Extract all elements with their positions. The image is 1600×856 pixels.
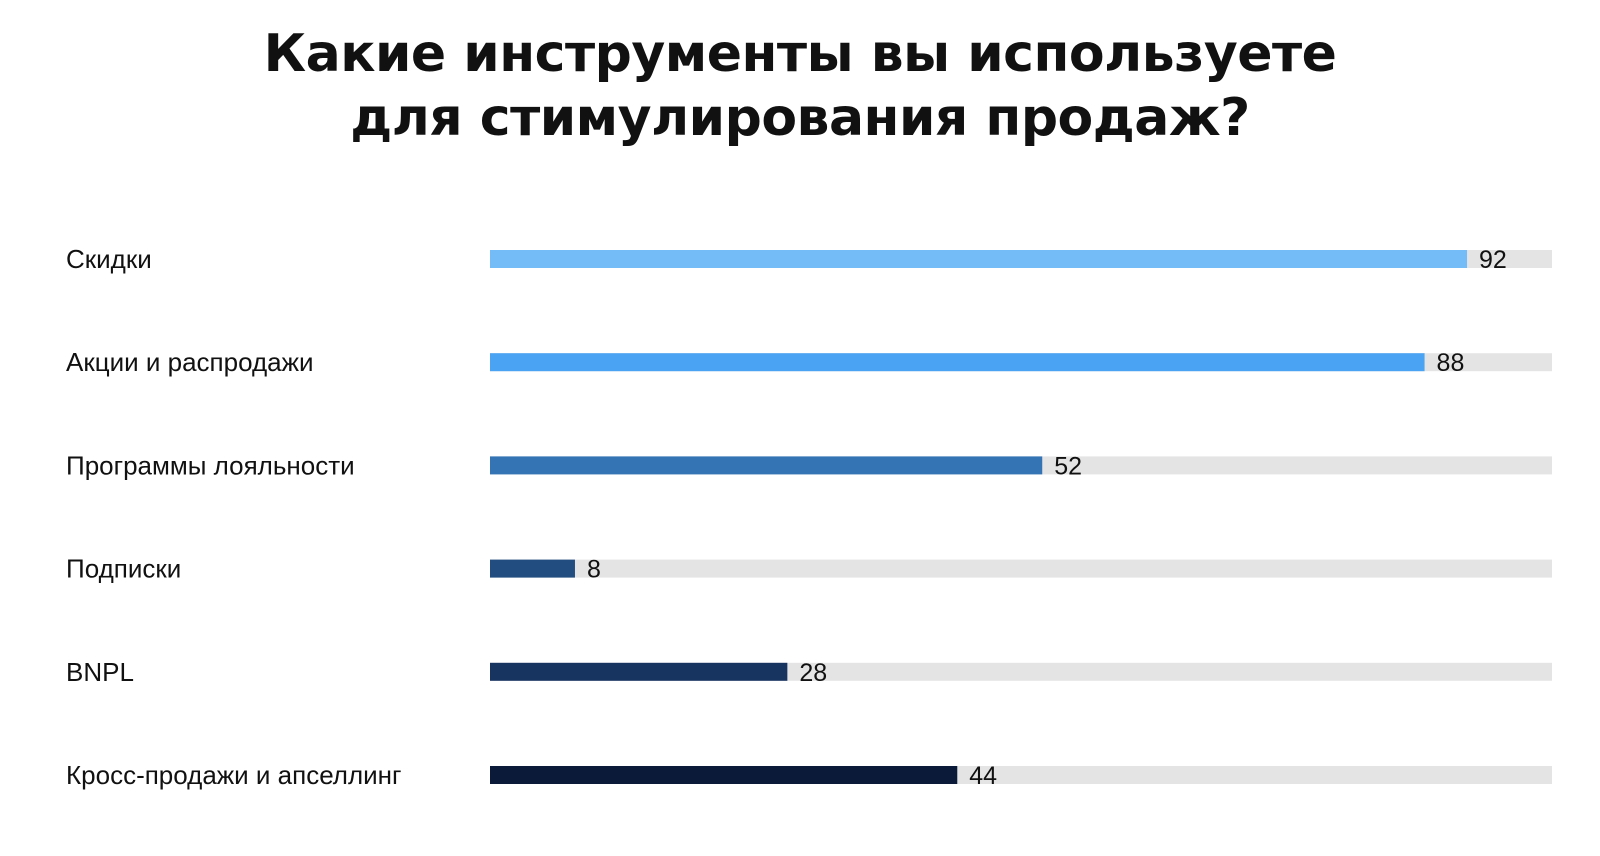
bar	[490, 766, 958, 784]
category-label: Акции и распродажи	[66, 347, 314, 377]
category-label: Подписки	[66, 554, 181, 584]
value-label: 28	[799, 659, 827, 687]
category-label: Скидки	[66, 244, 152, 274]
bar	[490, 353, 1425, 372]
bar	[490, 456, 1043, 475]
bar	[490, 250, 1468, 268]
bar-row: Кросс-продажи и апселлинг 44	[66, 760, 1552, 790]
category-label: Программы лояльности	[66, 450, 355, 480]
chart-title: Какие инструменты вы используете для сти…	[0, 22, 1600, 150]
category-label: Кросс-продажи и апселлинг	[66, 760, 402, 790]
bar-row: Программы лояльности 52	[66, 450, 1552, 480]
bar-row: Акции и распродажи 88	[66, 347, 1552, 377]
value-label: 88	[1437, 349, 1465, 377]
bar-row: BNPL 28	[66, 657, 1552, 687]
category-label: BNPL	[66, 657, 134, 687]
bar-track	[490, 559, 1552, 578]
value-label: 8	[587, 556, 601, 584]
chart-title-line-1: Какие инструменты вы используете	[263, 24, 1337, 84]
bar	[490, 559, 575, 578]
value-label: 92	[1479, 246, 1507, 274]
value-label: 44	[969, 762, 997, 790]
value-label: 52	[1054, 452, 1082, 480]
bar-row: Скидки 92	[66, 244, 1552, 274]
chart-title-line-2: для стимулирования продаж?	[350, 88, 1250, 148]
bar-row: Подписки 8	[66, 554, 1552, 584]
bar	[490, 662, 788, 681]
